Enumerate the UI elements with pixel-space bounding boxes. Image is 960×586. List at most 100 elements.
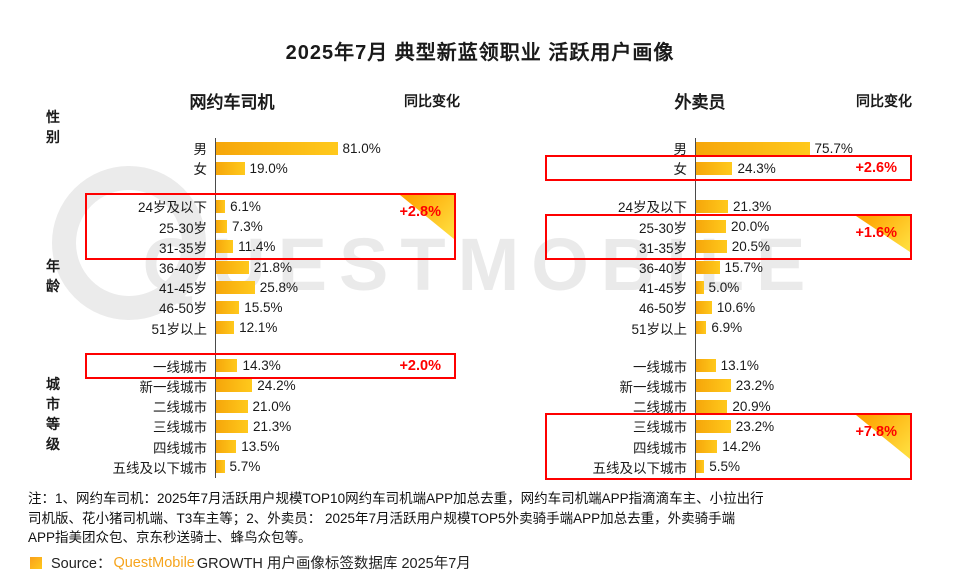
bar-row: 二线城市 21.0% (85, 396, 457, 416)
bar-value: 6.9% (711, 320, 743, 336)
bar-row: 31-35岁 11.4% (85, 237, 457, 257)
bar (216, 280, 255, 294)
row-label: 五线及以下城市 (112, 460, 208, 476)
bar-value: 10.6% (716, 299, 756, 315)
bar-row: 41-45岁 25.8% (85, 277, 457, 297)
row-label: 五线及以下城市 (592, 460, 688, 476)
bar-value: 21.0% (252, 398, 291, 414)
row-label: 24岁及以下 (137, 200, 207, 216)
row-label: 一线城市 (153, 359, 207, 375)
bar-row: 男 75.7% (545, 138, 913, 158)
bar-value: 23.2% (735, 418, 775, 434)
bar-group: 一线城市 13.1% 新一线城市 23.2% 二线城市 20.9% 三线城市 23.2% 四线城… (545, 356, 913, 477)
bar (696, 399, 728, 413)
yoy-change-header-left: 同比变化 (404, 93, 460, 109)
row-label: 女 (673, 162, 688, 178)
source-brand: QuestMobile (113, 554, 195, 571)
bar (216, 199, 226, 213)
bar (216, 300, 240, 314)
row-label: 41-45岁 (158, 281, 207, 297)
footnote-line: 注：1、网约车司机：2025年7月活跃用户规模TOP10网约车司机端APP加总去… (28, 491, 764, 506)
yoy-change-label: +2.6% (855, 160, 897, 176)
bar-value: 24.3% (737, 160, 776, 176)
bar-row: 四线城市 14.2% (545, 436, 913, 456)
footnote-line: APP指美团众包、京东秒送骑士、蜂鸟众包等。 (28, 530, 312, 545)
bar (696, 300, 712, 314)
bar-value: 14.3% (242, 358, 281, 374)
bar-row: 五线及以下城市 5.5% (545, 457, 913, 477)
bar-row: 新一线城市 23.2% (545, 376, 913, 396)
bar-row: 51岁以上 12.1% (85, 318, 457, 338)
bar (696, 359, 716, 373)
source-rest: GROWTH 用户画像标签数据库 2025年7月 (196, 556, 471, 572)
bar-value: 14.2% (722, 439, 761, 455)
footnote-line: 司机版、花小猪司机端、T3车主等；2、外卖员： 2025年7月活跃用户规模TOP… (28, 510, 736, 526)
bar-row: 51岁以上 6.9% (545, 318, 913, 338)
highlight-box: +1.6% (545, 214, 912, 260)
bar-row: 五线及以下城市 5.7% (85, 457, 457, 477)
bar-value: 11.4% (238, 239, 276, 255)
group-label-gender: 性别 (46, 109, 60, 145)
bar-group: 24岁及以下 6.1% 25-30岁 7.3% 31-35岁 11.4% 36-40岁 21.… (85, 196, 457, 337)
bar-row: 24岁及以下 21.3% (545, 196, 913, 216)
row-label: 31-35岁 (158, 240, 207, 256)
highlight-box: +2.8% (85, 193, 456, 260)
row-label: 36-40岁 (638, 261, 687, 277)
row-label: 男 (673, 142, 688, 158)
row-label: 一线城市 (633, 359, 687, 375)
row-label: 31-35岁 (638, 240, 687, 256)
bar (216, 379, 253, 393)
bar (216, 399, 248, 413)
source-prefix: Source： (51, 556, 112, 572)
bar (216, 260, 249, 274)
row-label: 男 (193, 142, 208, 158)
bar-row: 25-30岁 20.0% (545, 217, 913, 237)
bar (216, 321, 235, 335)
bar-row: 三线城市 21.3% (85, 416, 457, 436)
bar (216, 161, 245, 175)
bar-value: 13.5% (241, 439, 280, 455)
row-label: 25-30岁 (158, 220, 207, 236)
bar-group: 男 75.7% 女 24.3% (545, 138, 913, 178)
bar-value: 20.5% (731, 239, 771, 255)
row-label: 51岁以上 (151, 321, 207, 337)
bar-value: 5.0% (708, 279, 740, 295)
bar (216, 359, 238, 373)
bar (216, 460, 225, 474)
bar (696, 440, 718, 454)
bar-row: 36-40岁 15.7% (545, 257, 913, 277)
highlight-box: +7.8% (545, 413, 912, 480)
row-label: 新一线城市 (139, 379, 208, 395)
row-label: 三线城市 (633, 420, 687, 436)
yoy-change-header-right: 同比变化 (856, 93, 912, 109)
yoy-change-label: +2.8% (399, 204, 441, 220)
highlight-box: +2.0% (85, 353, 456, 379)
chart-delivery-riders: 男 75.7% 女 24.3% 24岁及以下 21.3% 25-30岁 20.0% 31-35岁… (545, 138, 913, 484)
bar-value: 20.9% (732, 398, 771, 414)
bar-value: 75.7% (814, 140, 853, 156)
row-label: 女 (193, 162, 208, 178)
bar-row: 一线城市 14.3% (85, 356, 457, 376)
bar (696, 161, 733, 175)
bar-value: 19.0% (249, 160, 288, 176)
source-bullet-icon (30, 556, 42, 569)
yoy-change-label: +2.0% (399, 358, 441, 374)
bar-row: 四线城市 13.5% (85, 436, 457, 456)
highlight-box: +2.6% (545, 155, 912, 181)
row-label: 新一线城市 (619, 379, 688, 395)
row-label: 36-40岁 (158, 261, 207, 277)
bar-value: 21.8% (253, 259, 292, 275)
bar-value: 7.3% (231, 219, 263, 235)
bar (696, 240, 727, 254)
bar-group: 一线城市 14.3% 新一线城市 24.2% 二线城市 21.0% 三线城市 21.3% 四线城… (85, 356, 457, 477)
bar-row: 男 81.0% (85, 138, 457, 158)
bar-value: 21.3% (252, 418, 292, 434)
bar-row: 一线城市 13.1% (545, 356, 913, 376)
bar-value: 20.0% (731, 219, 770, 235)
bar-row: 36-40岁 21.8% (85, 257, 457, 277)
chart-title-delivery: 外卖员 (674, 93, 726, 112)
source-line: Source： QuestMobile GROWTH 用户画像标签数据库 202… (30, 552, 471, 573)
row-label: 51岁以上 (631, 321, 687, 337)
bar-value: 25.8% (259, 279, 298, 295)
